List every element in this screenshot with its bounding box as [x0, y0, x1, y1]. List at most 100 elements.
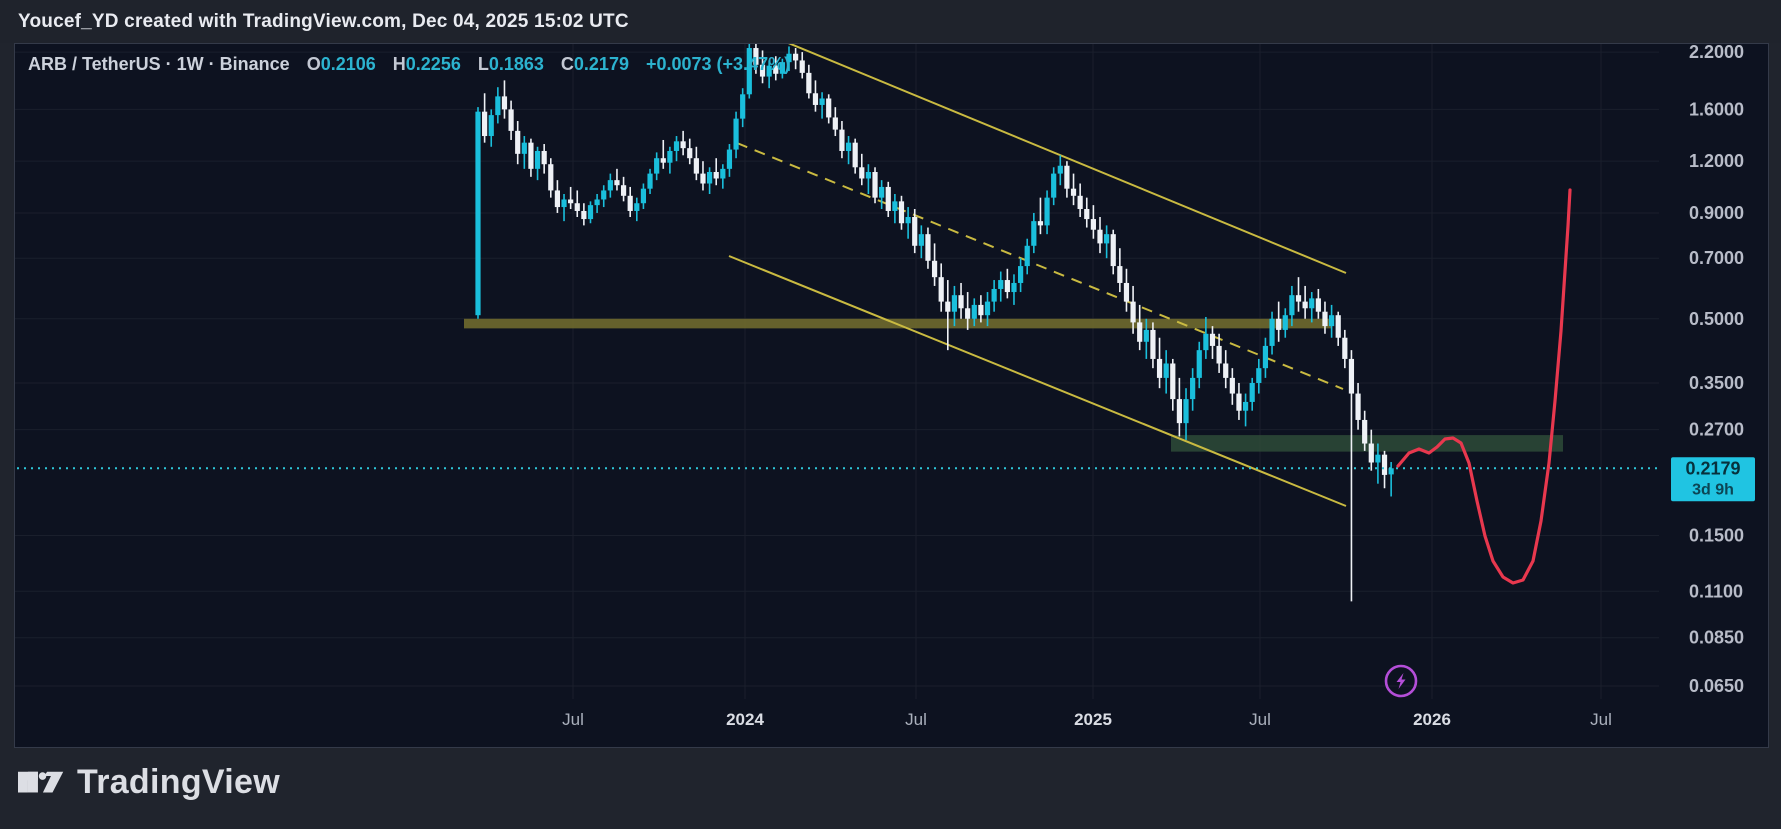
candle-up [1017, 266, 1024, 283]
candle-up [495, 96, 501, 116]
candle-down [1322, 311, 1328, 327]
price-tick-label: 0.5000 [1689, 309, 1744, 329]
candle-down [1355, 393, 1361, 420]
candle-down [826, 98, 832, 118]
candle-down [1123, 282, 1130, 302]
candle-down [1150, 329, 1156, 359]
time-tick-label: 2026 [1413, 710, 1451, 729]
candle-down [687, 148, 693, 159]
candle-down [1302, 301, 1308, 309]
candle-up [607, 180, 613, 191]
candle-up [673, 141, 680, 151]
candle-up [845, 142, 852, 151]
candle-up [819, 98, 825, 105]
change-value: +0.0073 (+3.47%) [645, 54, 791, 74]
tradingview-logo[interactable]: TradingView [18, 761, 280, 803]
candle-up [726, 149, 733, 169]
candle-up [991, 288, 997, 302]
candle-up [892, 201, 898, 211]
candle-down [1276, 318, 1282, 330]
candle-down [806, 72, 812, 94]
candle-up [918, 234, 924, 246]
chart-canvas[interactable]: 2.2000 1.6000 1.2000 0.9000 0.7000 0.5000 0.35… [15, 44, 1768, 747]
candle-down [1362, 419, 1368, 444]
candle-up [1328, 315, 1335, 327]
candle-up [1031, 221, 1037, 246]
ohlc-open: O0.2106 [306, 54, 376, 74]
candle-up [634, 203, 640, 211]
candle-down [1170, 363, 1176, 400]
channel-mid[interactable] [736, 142, 1344, 390]
candle-down [1110, 234, 1116, 267]
symbol-title[interactable]: ARB / TetherUS · 1W · Binance [28, 54, 290, 74]
candle-up [1051, 173, 1057, 198]
candle-up [905, 217, 911, 224]
candle-down [759, 64, 766, 77]
candle-down [554, 190, 561, 208]
time-scale[interactable]: Jul 2024 Jul 2025 Jul 2026 Jul [562, 710, 1612, 729]
candle-down [931, 260, 938, 278]
ohlc-low: L0.1863 [477, 54, 544, 74]
candle-up [1011, 282, 1017, 293]
channel-lower[interactable] [728, 255, 1347, 507]
candle-down [614, 180, 620, 186]
candle-down [528, 142, 534, 169]
candle-down [1084, 209, 1090, 220]
candle-down [898, 201, 905, 224]
candle-down [693, 158, 699, 174]
candle-series [475, 44, 1394, 602]
candle-up [1388, 468, 1394, 475]
candle-down [680, 141, 686, 149]
candle-down [1137, 322, 1143, 342]
current-price-badge: 0.2179 3d 9h [1671, 457, 1755, 502]
candle-down [700, 173, 706, 184]
candle-down [945, 301, 951, 312]
price-tick-label: 0.1500 [1689, 525, 1744, 545]
candle-down [812, 93, 819, 105]
channel-upper[interactable] [781, 44, 1347, 274]
candle-up [706, 172, 713, 184]
candle-up [786, 53, 792, 63]
candle-up [1104, 234, 1110, 244]
candle-up [984, 301, 991, 316]
price-tick-label: 0.1100 [1689, 581, 1743, 601]
candle-up [654, 158, 660, 174]
price-tick-label: 0.3500 [1689, 373, 1744, 393]
candle-down [1130, 301, 1136, 323]
candle-up [521, 142, 527, 154]
candle-down [1236, 393, 1242, 411]
candle-up [740, 94, 746, 119]
candle-up [587, 205, 594, 220]
candle-up [1256, 368, 1262, 383]
candle-up [1024, 245, 1030, 267]
candle-down [1064, 165, 1070, 189]
chart-legend: ARB / TetherUS · 1W · Binance O0.2106 H0… [28, 54, 790, 75]
candle-down [965, 308, 971, 319]
candle-down [581, 210, 587, 220]
grid [15, 44, 1659, 699]
candle-up [951, 295, 958, 312]
price-tick-label: 0.9000 [1689, 203, 1744, 223]
candle-down [1090, 219, 1096, 230]
candle-up [1282, 315, 1288, 330]
candle-up [720, 168, 726, 179]
candle-down [1077, 195, 1083, 210]
candle-up [1309, 298, 1315, 309]
time-tick-label: Jul [562, 710, 584, 729]
time-tick-label: 2025 [1074, 710, 1112, 729]
candle-down [541, 150, 547, 165]
candle-down [773, 65, 779, 74]
price-tick-label: 1.2000 [1689, 151, 1744, 171]
candle-up [647, 173, 653, 189]
candle-down [1223, 363, 1229, 378]
candle-down [508, 109, 514, 131]
candle-down [925, 234, 931, 261]
candle-up [1196, 350, 1202, 378]
candle-up [1242, 401, 1249, 411]
candle-down [1315, 298, 1321, 312]
candle-down [1229, 377, 1235, 394]
candle-up [1143, 329, 1149, 342]
candle-down [660, 158, 666, 163]
projection-path[interactable] [1396, 188, 1572, 585]
price-scale[interactable]: 2.2000 1.6000 1.2000 0.9000 0.7000 0.5000 0.35… [1689, 44, 1744, 696]
